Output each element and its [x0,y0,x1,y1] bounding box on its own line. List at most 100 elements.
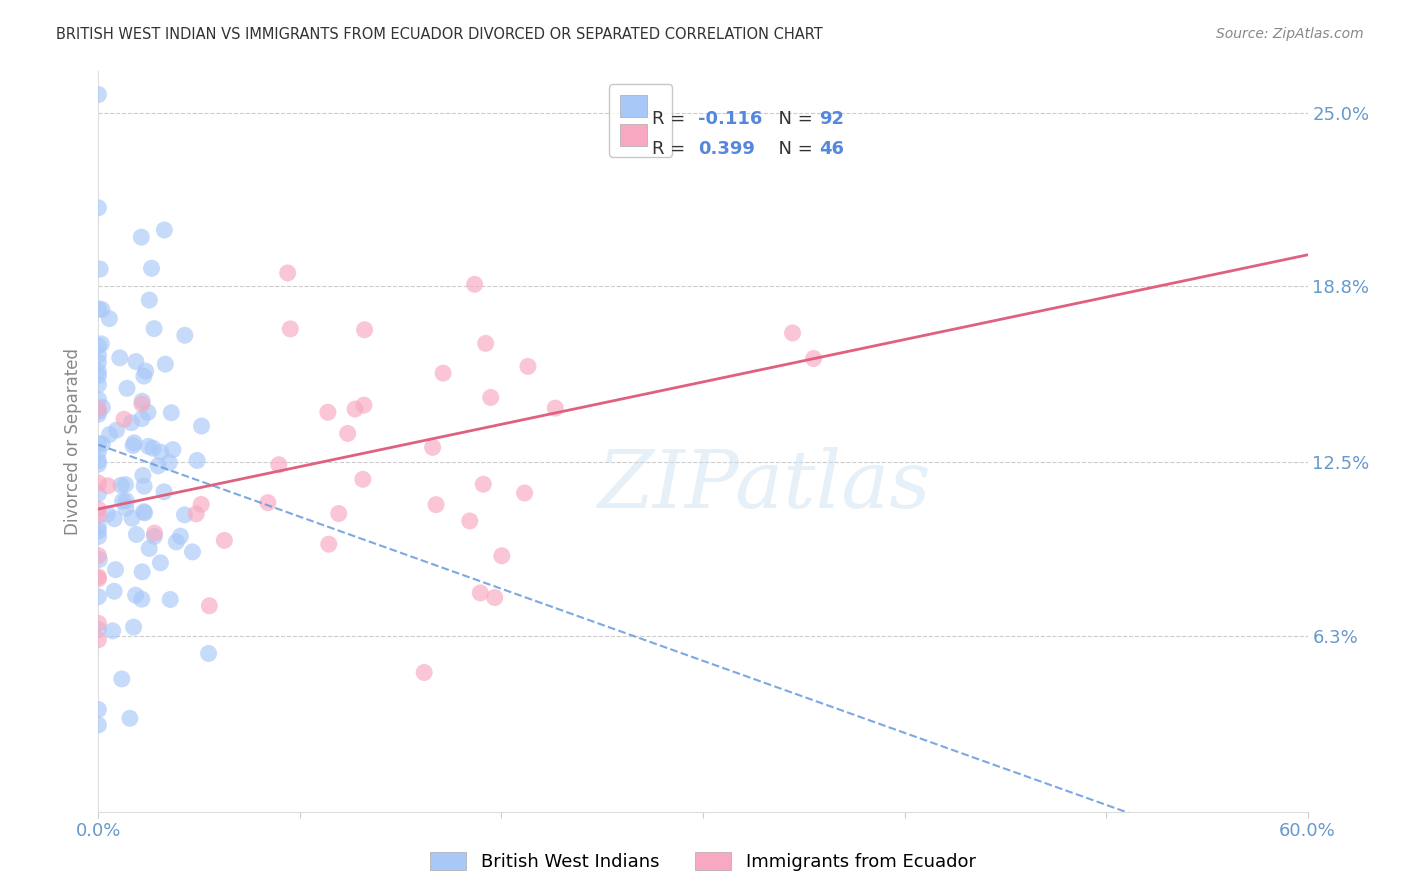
Point [87,401,110,416]
Point [87,623,110,637]
Text: R =: R = [652,140,692,158]
Point [87,718,110,732]
Point [157,455,180,469]
Point [125,527,148,541]
Point [87,301,110,316]
Point [153,484,176,499]
Point [513,486,536,500]
Point [169,529,191,543]
Point [96,507,118,521]
Point [143,526,166,541]
Point [87,524,110,538]
Point [87,201,110,215]
Point [115,501,138,516]
Text: -0.116: -0.116 [699,111,762,128]
Y-axis label: Divorced or Separated: Divorced or Separated [65,348,83,535]
Point [413,665,436,680]
Text: R =: R = [652,111,692,128]
Text: Source: ZipAtlas.com: Source: ZipAtlas.com [1216,27,1364,41]
Point [90,336,112,351]
Point [87,348,110,362]
Point [198,599,221,613]
Point [186,453,208,467]
Point [87,404,110,418]
Point [87,502,110,516]
Point [87,377,110,392]
Point [425,498,447,512]
Point [491,549,513,563]
Point [98,427,121,442]
Point [484,591,506,605]
Point [474,336,496,351]
Point [110,478,132,492]
Point [190,419,212,434]
Point [108,351,131,365]
Point [87,616,110,631]
Point [197,647,219,661]
Point [422,441,444,455]
Point [277,266,299,280]
Point [160,406,183,420]
Point [173,508,195,522]
Point [479,391,502,405]
Point [257,496,280,510]
Text: ZIPatlas: ZIPatlas [596,447,931,524]
Point [131,230,153,244]
Point [115,381,138,395]
Point [97,479,120,493]
Point [89,262,111,277]
Point [458,514,481,528]
Point [87,476,110,491]
Point [267,458,290,472]
Point [87,445,110,459]
Point [103,512,125,526]
Point [138,541,160,556]
Point [87,486,110,500]
Point [87,87,110,102]
Point [132,468,155,483]
Point [131,411,153,425]
Point [98,311,121,326]
Point [87,572,110,586]
Point [162,442,184,457]
Point [132,369,155,384]
Point [136,405,159,419]
Point [138,439,160,453]
Point [214,533,236,548]
Point [131,394,153,409]
Point [87,519,110,533]
Point [87,339,110,353]
Point [803,351,825,366]
Point [87,355,110,369]
Point [115,493,138,508]
Point [87,392,110,407]
Point [87,529,110,543]
Point [87,570,110,584]
Point [131,565,153,579]
Point [87,702,110,716]
Text: 46: 46 [820,140,844,158]
Point [336,426,359,441]
Legend: , : , [609,84,672,157]
Point [101,624,124,638]
Text: N =: N = [768,140,818,158]
Point [87,508,110,523]
Point [190,497,212,511]
Point [87,368,110,383]
Point [134,506,156,520]
Point [159,592,181,607]
Point [353,323,375,337]
Point [472,477,495,491]
Point [87,590,110,604]
Point [87,436,110,450]
Point [544,401,567,416]
Point [91,437,114,451]
Point [132,505,155,519]
Point [352,472,374,486]
Point [124,588,146,602]
Point [173,328,195,343]
Point [120,416,142,430]
Point [353,398,375,412]
Point [132,479,155,493]
Point [104,563,127,577]
